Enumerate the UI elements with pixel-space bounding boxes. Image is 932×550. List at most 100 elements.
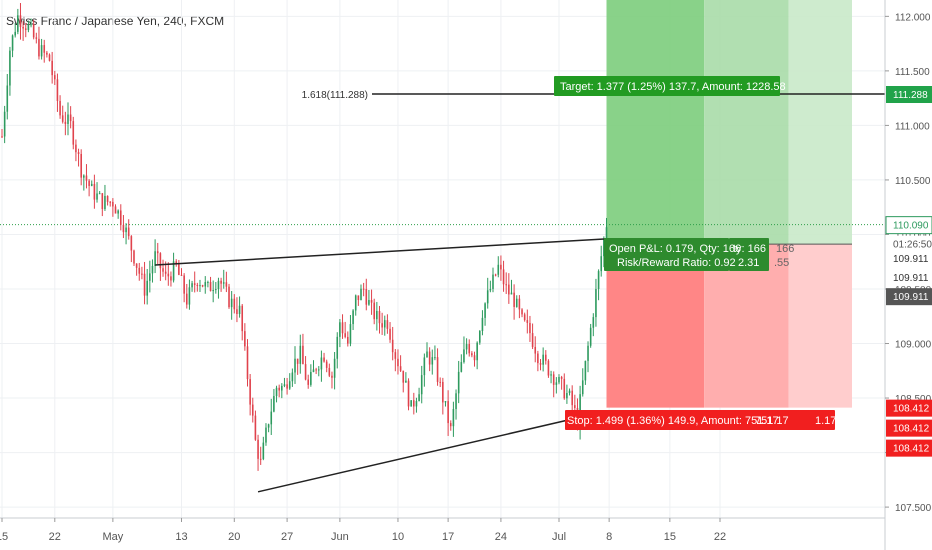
target-zone-ext2[interactable] xyxy=(788,0,852,245)
stop-zone-ext2[interactable] xyxy=(788,244,852,408)
candle-body xyxy=(204,282,207,287)
long-position-tool[interactable] xyxy=(0,0,885,408)
candle-body xyxy=(341,322,344,334)
candle-body xyxy=(405,380,407,383)
candle-body xyxy=(592,317,595,328)
candle-body xyxy=(196,284,199,286)
candle-body xyxy=(394,352,397,359)
candle-body xyxy=(151,265,154,274)
candle-series xyxy=(1,3,608,471)
candle-body xyxy=(349,324,352,344)
candle-body xyxy=(407,380,410,407)
candle-body xyxy=(555,382,558,385)
candle-body xyxy=(302,345,304,365)
candle-body xyxy=(434,357,436,359)
candle-body xyxy=(510,292,513,295)
candle-body xyxy=(117,210,119,214)
pnl-box-ext xyxy=(729,238,769,271)
candle-body xyxy=(595,288,597,318)
candle-body xyxy=(201,285,204,287)
candle-body xyxy=(397,358,399,367)
candle-body xyxy=(497,264,500,275)
candle-body xyxy=(344,333,346,337)
candle-body xyxy=(101,193,104,210)
price-tick-label: 112.000 xyxy=(895,12,931,23)
candle-body xyxy=(53,75,56,80)
entry-price-tag: 109.911 xyxy=(893,254,929,265)
candle-body xyxy=(526,320,529,323)
candle-body xyxy=(48,54,51,61)
time-tick-label: May xyxy=(102,531,123,543)
candle-body xyxy=(568,390,571,394)
last-price-tag-border xyxy=(885,216,932,235)
candle-body xyxy=(146,280,148,296)
candle-body xyxy=(259,458,262,460)
target-zone-ext[interactable] xyxy=(704,0,789,245)
candle-body xyxy=(278,387,280,391)
time-tick-label: 17 xyxy=(442,531,454,543)
time-tick-label: 20 xyxy=(228,531,240,543)
entry-price-tag-bg xyxy=(886,250,932,268)
candle-body xyxy=(413,400,415,407)
rr-extra2: .55 xyxy=(774,257,789,269)
candle-body xyxy=(178,264,180,275)
candle-body xyxy=(238,305,241,315)
candle-body xyxy=(325,361,328,368)
candle-body xyxy=(135,263,138,268)
candle-body xyxy=(307,379,310,385)
candle-body xyxy=(463,349,465,363)
candle-body xyxy=(523,314,526,321)
candle-body xyxy=(167,273,170,277)
candle-body xyxy=(88,180,90,186)
candle-body xyxy=(296,358,299,364)
candle-body xyxy=(217,280,220,290)
lower-trendline[interactable] xyxy=(257,410,607,493)
candle-body xyxy=(3,111,6,137)
candle-body xyxy=(43,45,46,53)
time-tick-label: Jul xyxy=(552,531,566,543)
candle-body xyxy=(489,288,492,291)
stop-zone-ext[interactable] xyxy=(704,244,789,408)
stop-label-box xyxy=(565,410,835,430)
time-axis[interactable]: 15 22 May 13 20 27 Jun 10 17 24 Jul 8 15 22 xyxy=(0,517,932,550)
candle-body xyxy=(270,411,273,425)
rr-extra: 2.31 xyxy=(738,257,759,269)
candle-body xyxy=(354,295,357,311)
candle-body xyxy=(291,372,294,382)
candle-body xyxy=(415,401,418,407)
target-zone[interactable] xyxy=(606,0,705,245)
chart-title: Swiss Franc / Japanese Yen, 240, FXCM xyxy=(6,14,225,28)
candle-body xyxy=(51,60,53,76)
candle-body xyxy=(455,393,457,410)
candle-body xyxy=(85,175,88,181)
candle-body xyxy=(486,290,489,304)
candle-body xyxy=(574,405,576,408)
candle-body xyxy=(125,227,127,233)
candle-body xyxy=(452,409,455,427)
time-axis-bg xyxy=(0,518,932,550)
candle-body xyxy=(383,320,386,328)
candle-body xyxy=(185,293,188,305)
upper-trendline[interactable] xyxy=(155,238,607,266)
candle-body xyxy=(502,269,505,285)
candle-body xyxy=(38,38,40,57)
target-label-box xyxy=(554,76,780,96)
candle-body xyxy=(188,287,191,305)
candle-body xyxy=(589,327,592,346)
price-axis[interactable]: 107.500108.000108.500109.000109.500110.0… xyxy=(884,0,932,550)
entry-price-tag: 109.911 xyxy=(893,273,929,284)
stop-price-tag: 108.412 xyxy=(893,404,930,415)
fib-label: 1.618(111.288) xyxy=(302,90,368,101)
candle-body xyxy=(534,346,537,354)
candle-body xyxy=(418,394,420,402)
candle-body xyxy=(191,283,193,288)
candle-body xyxy=(220,280,222,284)
candle-body xyxy=(320,357,323,370)
candle-body xyxy=(212,290,214,292)
stop-zone[interactable] xyxy=(606,244,705,408)
candle-body xyxy=(122,224,125,233)
candle-body xyxy=(515,298,518,307)
candle-body xyxy=(508,284,510,295)
candle-body xyxy=(172,261,175,281)
